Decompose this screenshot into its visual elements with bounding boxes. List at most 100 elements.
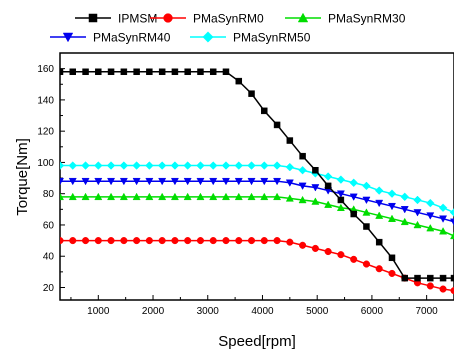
data-point bbox=[362, 260, 370, 268]
data-point bbox=[273, 237, 281, 245]
data-point bbox=[171, 237, 179, 245]
legend-item: PMaSynRM0 bbox=[150, 12, 264, 26]
data-point bbox=[247, 192, 256, 201]
data-point bbox=[400, 192, 410, 202]
data-point bbox=[387, 189, 397, 198]
data-point bbox=[362, 196, 371, 205]
series-PMaSynRM40 bbox=[60, 177, 454, 226]
data-point bbox=[68, 161, 78, 170]
data-point bbox=[82, 68, 89, 76]
legend-marker bbox=[163, 13, 173, 23]
data-point bbox=[427, 274, 434, 282]
data-point bbox=[247, 237, 256, 245]
data-point bbox=[196, 177, 205, 186]
data-point bbox=[145, 192, 154, 201]
data-point bbox=[82, 237, 90, 245]
y-tick-label: 100 bbox=[37, 158, 54, 169]
series-line bbox=[60, 239, 454, 292]
legend-marker bbox=[62, 32, 74, 43]
data-point bbox=[234, 177, 243, 186]
data-point bbox=[209, 237, 217, 245]
data-point bbox=[363, 223, 370, 230]
data-point bbox=[298, 165, 307, 175]
legend-label: IPMSM bbox=[118, 12, 157, 26]
data-point bbox=[119, 192, 128, 201]
legend-item: PMaSynRM50 bbox=[190, 31, 311, 45]
plot-frame bbox=[59, 52, 454, 301]
data-point bbox=[401, 274, 408, 282]
series-PMaSynRM30 bbox=[60, 192, 454, 240]
data-point bbox=[107, 192, 116, 201]
data-point bbox=[235, 77, 243, 85]
data-point bbox=[260, 177, 269, 186]
data-point bbox=[145, 161, 154, 170]
data-point bbox=[94, 177, 103, 186]
y-tick-label: 40 bbox=[43, 252, 55, 263]
data-point bbox=[336, 175, 346, 184]
series-PMaSynRM0 bbox=[60, 237, 454, 295]
data-point bbox=[375, 211, 384, 219]
data-point bbox=[158, 177, 167, 186]
data-point bbox=[449, 208, 454, 217]
y-tick-label: 80 bbox=[43, 189, 55, 200]
data-point bbox=[350, 255, 358, 263]
data-point bbox=[426, 223, 435, 232]
data-point bbox=[184, 68, 191, 76]
legend-item: PMaSynRM30 bbox=[285, 12, 406, 26]
data-point bbox=[235, 237, 243, 245]
data-point bbox=[247, 177, 256, 186]
data-point bbox=[222, 237, 230, 245]
series-IPMSM bbox=[60, 68, 454, 282]
data-point bbox=[449, 231, 454, 240]
data-point bbox=[375, 265, 383, 273]
data-point bbox=[273, 121, 281, 129]
data-point bbox=[94, 161, 103, 170]
data-point bbox=[336, 190, 345, 198]
data-point bbox=[312, 166, 319, 174]
data-point bbox=[426, 282, 434, 290]
y-axis-title: Torque[Nm] bbox=[14, 138, 31, 216]
data-point bbox=[299, 152, 306, 160]
data-point bbox=[209, 68, 217, 76]
y-tick-label: 160 bbox=[37, 64, 54, 75]
data-point bbox=[69, 237, 77, 245]
data-point bbox=[439, 285, 447, 293]
data-point bbox=[413, 195, 422, 205]
data-point bbox=[158, 68, 166, 76]
data-point bbox=[311, 184, 320, 192]
data-point bbox=[414, 274, 421, 282]
x-axis-title: Speed[rpm] bbox=[218, 333, 296, 350]
data-point bbox=[298, 195, 307, 204]
data-point bbox=[449, 218, 454, 226]
data-point bbox=[438, 203, 448, 213]
data-point bbox=[119, 161, 129, 170]
legend-item: PMaSynRM40 bbox=[50, 31, 171, 45]
x-tick-label: 4000 bbox=[251, 306, 274, 317]
data-point bbox=[324, 200, 333, 208]
data-point bbox=[299, 241, 307, 249]
data-point bbox=[388, 254, 396, 262]
legend-label: PMaSynRM30 bbox=[328, 12, 406, 26]
data-point bbox=[221, 177, 230, 186]
legend-label: PMaSynRM40 bbox=[93, 31, 171, 45]
x-tick-label: 3000 bbox=[197, 306, 220, 317]
data-point bbox=[146, 68, 153, 76]
data-point bbox=[260, 237, 268, 245]
data-point bbox=[158, 237, 166, 245]
data-point bbox=[260, 161, 269, 170]
data-point bbox=[183, 161, 192, 170]
data-point bbox=[285, 194, 294, 202]
data-point bbox=[362, 181, 371, 191]
data-point bbox=[208, 161, 218, 170]
data-point bbox=[60, 192, 65, 201]
data-point bbox=[285, 179, 294, 187]
y-tick-label: 120 bbox=[37, 127, 54, 138]
data-point bbox=[426, 212, 435, 220]
data-point bbox=[362, 208, 371, 216]
data-point bbox=[400, 217, 409, 226]
data-point bbox=[450, 287, 454, 295]
data-point bbox=[68, 177, 77, 186]
data-point bbox=[60, 68, 64, 76]
data-point bbox=[413, 220, 422, 229]
data-point bbox=[413, 209, 422, 217]
